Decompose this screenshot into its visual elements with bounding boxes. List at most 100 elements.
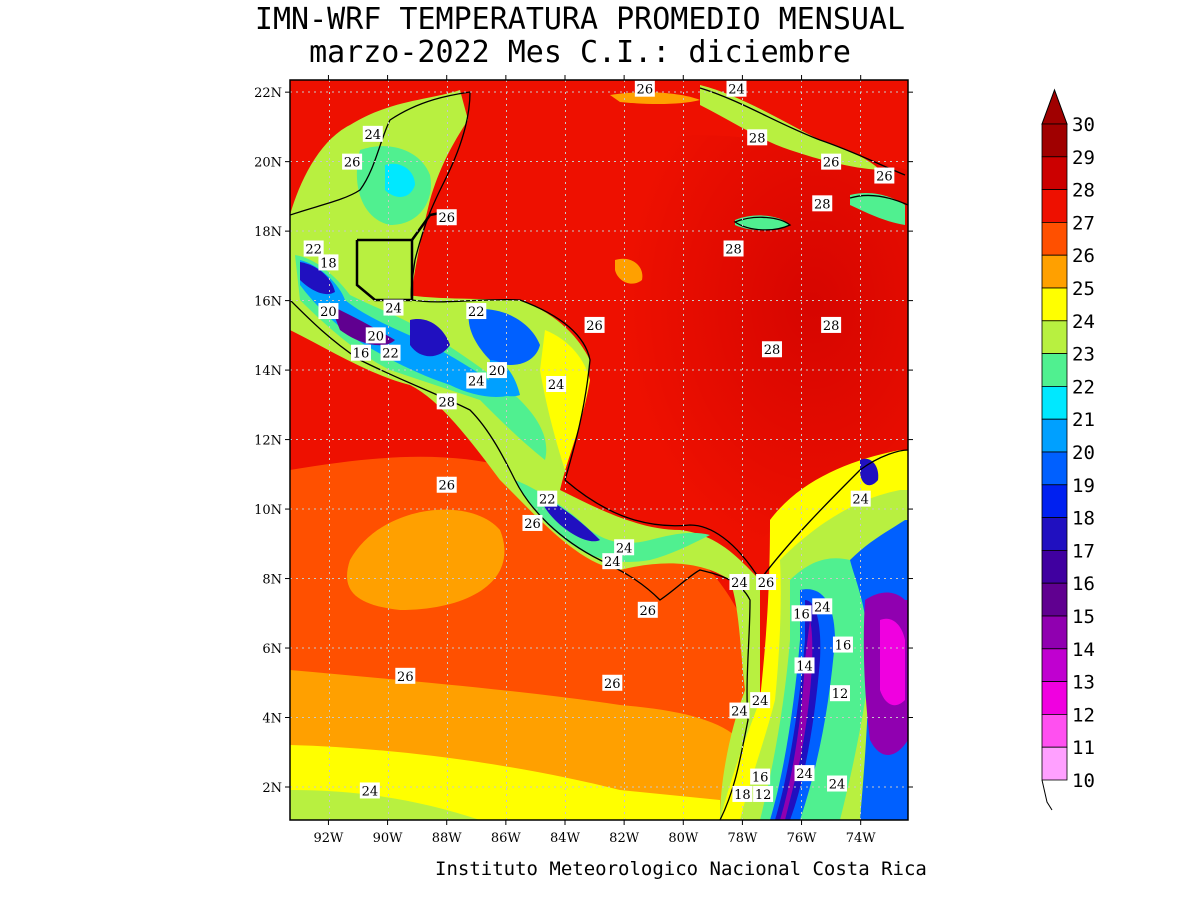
contour-label: 14 [796, 659, 813, 674]
contour-label: 26 [637, 83, 654, 98]
contour-label-box [486, 362, 507, 379]
contour-label-box [303, 240, 324, 257]
contour-label-box [614, 539, 635, 556]
colorbar-label: 14 [1072, 639, 1095, 661]
colorbar-label: 22 [1072, 376, 1095, 398]
contour-label: 24 [548, 378, 565, 393]
contour-label-box [602, 674, 623, 691]
colorbar-swatch [1041, 714, 1068, 748]
contour-label-box [821, 153, 842, 170]
lat-tick-label: 20N [254, 156, 282, 171]
colorbar-swatch [1041, 582, 1068, 617]
contour-label: 16 [752, 771, 769, 786]
lat-tick-label: 22N [254, 86, 282, 101]
lat-tick-label: 14N [254, 364, 282, 379]
contour-label-box [850, 490, 871, 507]
map-title: IMN-WRF TEMPERATURA PROMEDIO MENSUAL [254, 2, 906, 37]
lon-tick-label: 86W [491, 831, 522, 846]
contour-label-box [753, 785, 774, 802]
colorbar-swatch [1041, 550, 1068, 584]
colorbar-swatch [1041, 615, 1068, 650]
colorbar-label: 27 [1072, 212, 1095, 234]
credit-text: Instituto Meteorologico Nacional Costa R… [435, 858, 927, 880]
colorbar-swatch [1041, 484, 1068, 518]
contour-label-box [812, 195, 833, 212]
lat-tick-label: 12N [254, 434, 282, 449]
colorbar-swatch [1041, 189, 1068, 223]
contour-label: 12 [832, 687, 849, 702]
contour-label: 28 [749, 131, 766, 146]
contour-label-box [756, 574, 777, 591]
contour-label: 28 [814, 197, 831, 212]
contour-label-box [812, 598, 833, 615]
contour-label-box [602, 553, 623, 570]
contour-label-box [723, 240, 744, 257]
lon-tick-label: 78W [727, 831, 758, 846]
contour-label: 28 [823, 319, 840, 334]
colorbar-swatch [1041, 254, 1068, 289]
contour-label-box [537, 490, 558, 507]
lon-tick-label: 90W [373, 831, 404, 846]
lat-tick-label: 4N [262, 712, 282, 727]
lon-tick-label: 92W [313, 831, 344, 846]
colorbar-label: 26 [1072, 245, 1095, 267]
colorbar-swatch [1041, 517, 1068, 551]
colorbar-swatch [1041, 746, 1068, 781]
contour-label-box [637, 601, 658, 618]
contour-label: 26 [758, 576, 775, 591]
contour-label: 28 [438, 395, 455, 410]
contour-label: 24 [796, 767, 813, 782]
contour-label: 20 [367, 329, 384, 344]
colorbar-label: 20 [1072, 442, 1095, 464]
contour-label-box [318, 303, 339, 320]
contour-label: 16 [835, 639, 852, 654]
contour-label-box [342, 153, 363, 170]
contour-label-box [794, 657, 815, 674]
contour-label: 24 [616, 541, 633, 556]
colorbar-label: 29 [1072, 147, 1095, 169]
contour-label: 24 [731, 576, 748, 591]
colorbar-label: 13 [1072, 672, 1095, 694]
contour-label: 22 [468, 305, 485, 320]
contour-label-box [729, 574, 750, 591]
contour-label-box [395, 667, 416, 684]
colorbar-label: 21 [1072, 409, 1095, 431]
contour-label: 16 [793, 607, 810, 622]
contour-label-box [747, 129, 768, 146]
contour-label: 22 [539, 493, 556, 508]
contour-label-box [365, 327, 386, 344]
contour-label-box [794, 765, 815, 782]
colorbar-label: 24 [1072, 311, 1095, 333]
contour-label-box [821, 316, 842, 333]
colorbar-label: 23 [1072, 344, 1095, 366]
colorbar-swatch [1041, 451, 1068, 486]
contour-label-box [362, 125, 383, 142]
contour-label: 20 [489, 364, 506, 379]
contour-label-box [750, 768, 771, 785]
map-frame [289, 79, 909, 821]
contour-label-box [829, 685, 850, 702]
contour-label: 24 [468, 375, 485, 390]
contour-label: 26 [438, 479, 455, 494]
lat-tick-label: 10N [254, 503, 282, 518]
contour-label-box [350, 344, 371, 361]
lat-tick-label: 2N [262, 781, 282, 796]
contour-label-box [380, 344, 401, 361]
colorbar-label: 11 [1072, 737, 1095, 759]
contour-label-box [546, 375, 567, 392]
colorbar-swatch [1041, 681, 1068, 715]
lon-tick-label: 88W [432, 831, 463, 846]
contour-label: 24 [604, 555, 621, 570]
lat-tick-label: 16N [254, 295, 282, 310]
contour-label-box [359, 782, 380, 799]
lat-tick-label: 8N [262, 573, 282, 588]
lon-tick-label: 76W [787, 831, 818, 846]
contour-label-box [466, 303, 487, 320]
colorbar-swatch [1041, 648, 1068, 682]
contour-label: 16 [353, 347, 370, 362]
lon-tick-label: 82W [609, 831, 640, 846]
lon-tick-label: 84W [550, 831, 581, 846]
contour-label-box [750, 692, 771, 709]
